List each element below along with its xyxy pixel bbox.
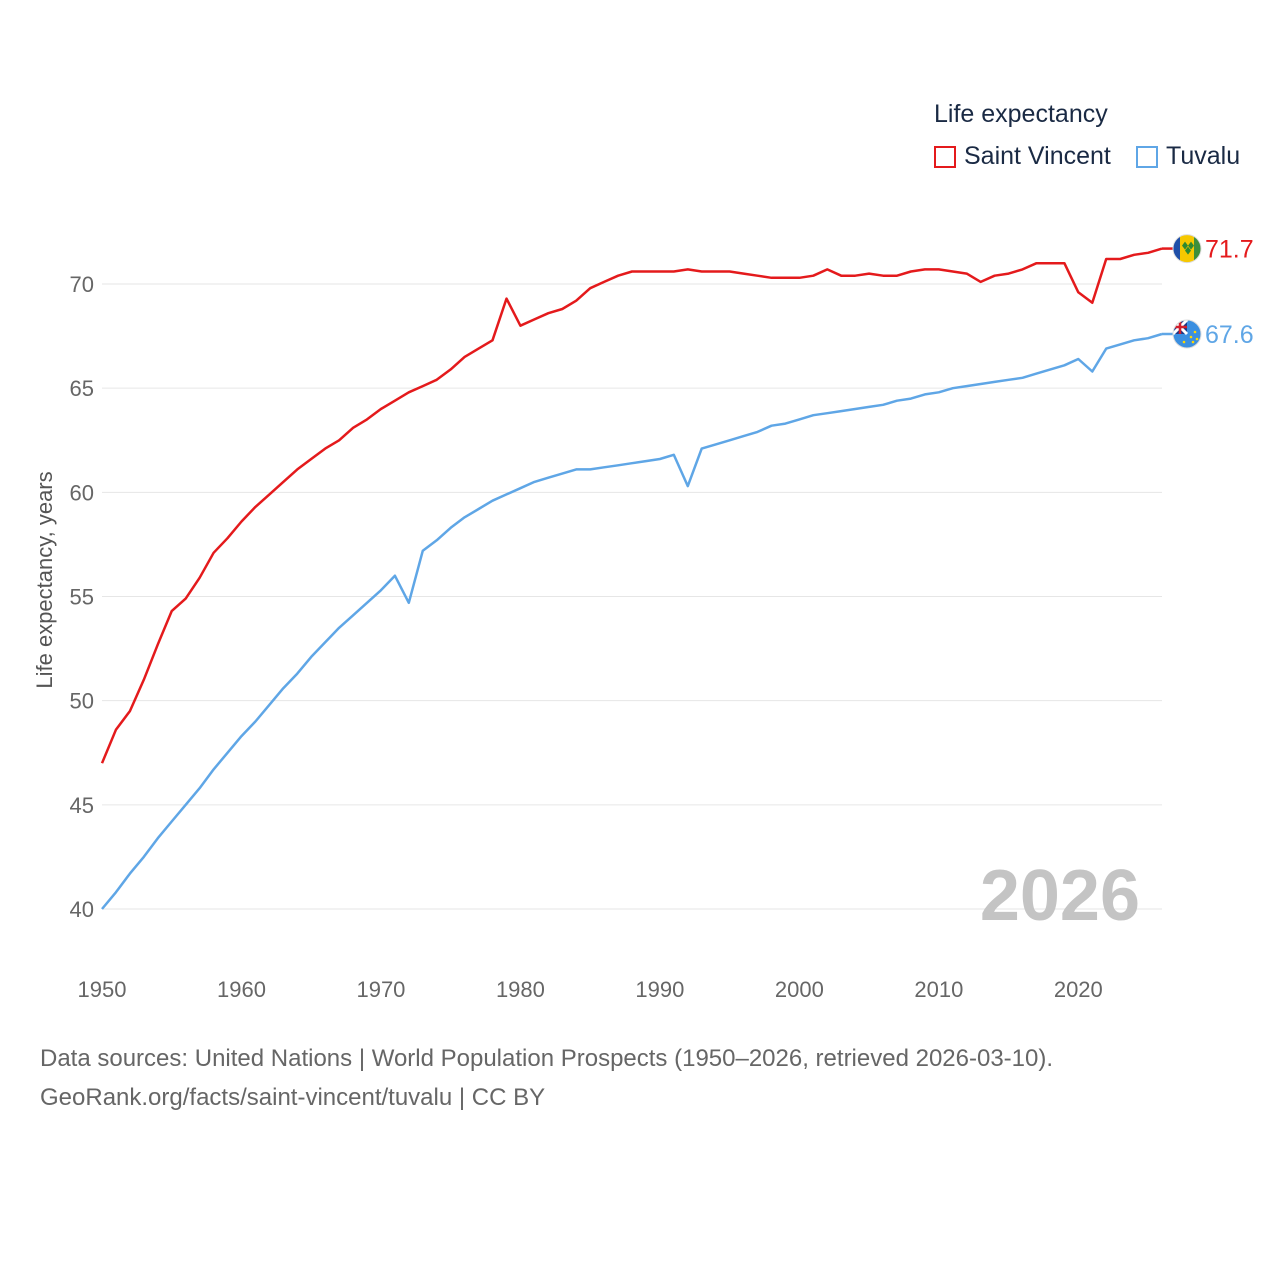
- y-tick-label-55: 55: [70, 585, 94, 610]
- end-markers: 71.7 67.6: [1162, 234, 1254, 349]
- legend-swatch-tuvalu: [1136, 145, 1158, 168]
- end-value-label-tuvalu: 67.6: [1205, 321, 1254, 349]
- x-tick-label-1970: 1970: [356, 977, 405, 1002]
- legend-title: Life expectancy: [934, 100, 1108, 128]
- y-tick-label-65: 65: [70, 376, 94, 401]
- end-value-label-saint-vincent: 71.7: [1205, 236, 1254, 264]
- x-tick-label-1960: 1960: [217, 977, 266, 1002]
- y-tick-label-50: 50: [70, 689, 94, 714]
- y-tick-label-45: 45: [70, 793, 94, 818]
- x-tick-label-2000: 2000: [775, 977, 824, 1002]
- x-tick-label-2020: 2020: [1054, 977, 1103, 1002]
- y-tick-label-60: 60: [70, 480, 94, 505]
- legend-label-saint-vincent: Saint Vincent: [964, 142, 1111, 170]
- series-line-tuvalu: [101, 332, 1163, 910]
- x-tick-label-2010: 2010: [914, 977, 963, 1002]
- series-lines: [100, 247, 1163, 910]
- flag-icon-tuvalu: [1172, 319, 1202, 349]
- y-axis-title: Life expectancy, years: [32, 471, 57, 688]
- x-tick-label-1950: 1950: [78, 977, 127, 1002]
- series-line-saint-vincent: [100, 247, 1163, 764]
- footer-sources: Data sources: United Nations | World Pop…: [40, 1045, 1054, 1072]
- legend-swatch-saint-vincent: [934, 145, 956, 168]
- axis-ticks: 40 45 50 55 60 65 70 1950 1960 1970 1980 1990 2000 20…: [70, 272, 1103, 1002]
- y-tick-label-70: 70: [70, 272, 94, 297]
- footer-link[interactable]: GeoRank.org/facts/saint-vincent/tuvalu |…: [40, 1084, 546, 1111]
- year-watermark: 2026: [980, 856, 1140, 936]
- y-tick-label-40: 40: [70, 897, 94, 922]
- grid-lines: [102, 283, 1162, 910]
- legend-label-tuvalu: Tuvalu: [1166, 142, 1241, 170]
- x-tick-label-1990: 1990: [635, 977, 684, 1002]
- legend-item-tuvalu[interactable]: Tuvalu: [1136, 142, 1240, 171]
- flag-icon-saint-vincent: [1172, 234, 1202, 264]
- legend-item-saint-vincent[interactable]: Saint Vincent: [934, 142, 1111, 171]
- x-tick-label-1980: 1980: [496, 977, 545, 1002]
